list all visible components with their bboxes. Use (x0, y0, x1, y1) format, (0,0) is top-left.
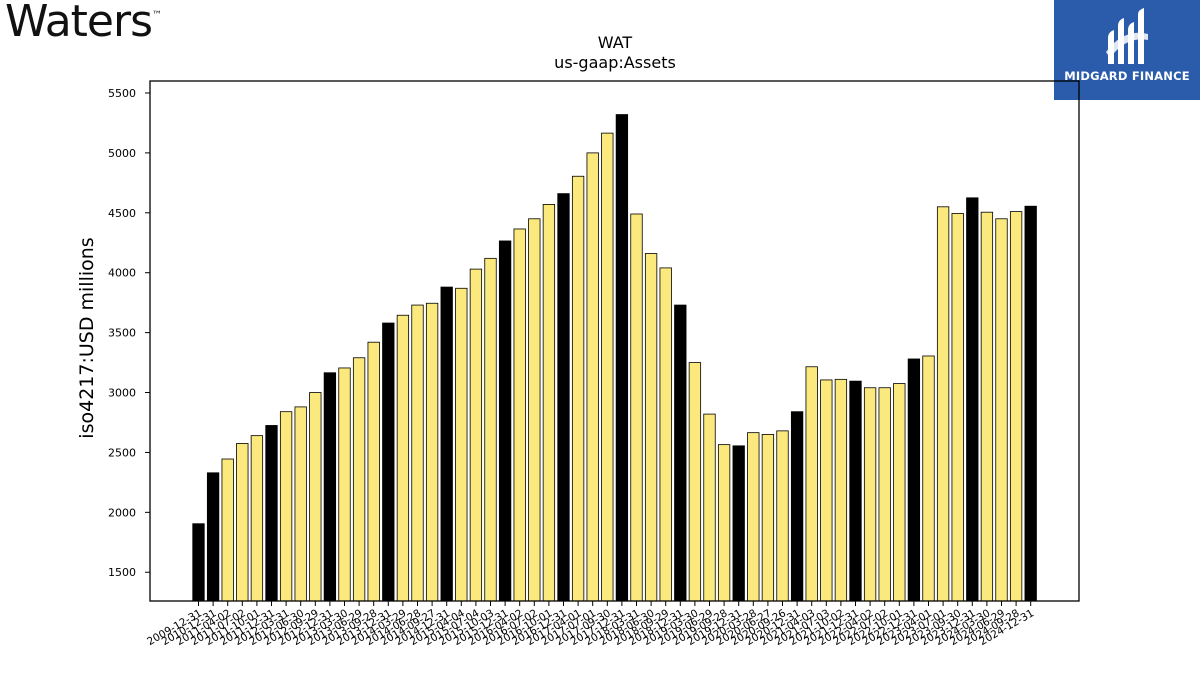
bar-2010-12-31 (206, 472, 220, 602)
bar-2023-07-01 (936, 206, 950, 602)
bar-2024-03-30 (980, 211, 994, 602)
chart-title: WAT (598, 33, 633, 52)
bar-2013-06-29 (352, 357, 366, 602)
bar-2020-06-27 (761, 434, 775, 602)
bar-2023-09-30 (951, 212, 964, 602)
bar-2021-10-02 (834, 378, 848, 602)
bar-2017-04-01 (571, 175, 585, 602)
bar-2014-12-31 (440, 286, 453, 602)
bar-2015-04-04 (455, 287, 468, 602)
bar-2011-10-01 (250, 435, 264, 602)
bar-2016-10-01 (542, 204, 556, 602)
bar-2023-12-31 (966, 197, 979, 602)
bar-2018-06-30 (644, 253, 658, 602)
bar-2014-03-29 (396, 314, 410, 602)
bar-2011-07-02 (236, 443, 249, 602)
midgard-m-logo-icon (1106, 8, 1148, 64)
bar-2012-12-31 (323, 372, 337, 602)
bar-2020-03-28 (747, 432, 760, 602)
bar-2018-03-31 (630, 213, 643, 602)
bar-2024-09-28 (1009, 211, 1023, 602)
bar-2011-04-02 (221, 458, 234, 602)
y-axis-label: iso4217:USD millions (76, 237, 98, 438)
bar-2011-12-31 (265, 425, 278, 602)
bar-2015-07-04 (469, 268, 483, 602)
bar-2012-09-29 (309, 392, 322, 602)
chart-subtitle: us-gaap:Assets (554, 53, 676, 72)
bar-2021-12-31 (849, 380, 862, 602)
bar-2012-03-31 (279, 411, 293, 602)
bar-2016-07-02 (528, 218, 541, 602)
bar-2022-10-01 (893, 383, 906, 602)
bar-2017-09-30 (601, 132, 614, 602)
bar-2020-12-31 (790, 411, 804, 602)
y-tick-label: 4000 (108, 267, 136, 280)
y-tick-label: 5500 (108, 87, 136, 100)
bar-2023-04-01 (922, 355, 935, 602)
bar-2018-12-31 (674, 304, 687, 602)
y-tick-label: 5000 (108, 147, 136, 160)
waters-logo-text: Waters (5, 0, 153, 47)
bar-2020-09-26 (776, 430, 789, 602)
midgard-finance-logo: MIDGARD FINANCE (1054, 0, 1200, 100)
trademark-mark: ™ (152, 10, 162, 21)
x-axis: 2009-12-312010-12-312011-04-022011-07-02… (145, 601, 1036, 648)
bar-2022-07-02 (878, 387, 891, 602)
bar-2019-03-30 (688, 362, 702, 602)
bar-2016-12-31 (557, 193, 570, 602)
bar-2014-09-27 (425, 302, 439, 602)
bar-2013-09-28 (367, 341, 380, 602)
y-tick-label: 2000 (108, 506, 136, 519)
y-tick-label: 1500 (108, 566, 136, 579)
bar-2013-03-30 (338, 367, 351, 602)
bar-series (192, 114, 1037, 602)
y-tick-label: 3500 (108, 327, 136, 340)
bar-2018-09-29 (659, 267, 672, 602)
bar-2015-10-03 (484, 257, 497, 602)
bar-2022-12-31 (907, 358, 921, 602)
y-tick-label: 3000 (108, 387, 136, 400)
bar-2021-04-03 (805, 366, 818, 602)
y-axis: 1500 2000 2500 3000 3500 4000 4500 5000 5500 (108, 87, 150, 579)
waters-logo: Waters™ (5, 0, 162, 47)
bar-2019-06-29 (703, 413, 716, 602)
plot-frame (149, 80, 1080, 602)
publisher-name: MIDGARD FINANCE (1064, 69, 1190, 83)
bar-2013-12-31 (382, 322, 395, 602)
bar-2017-07-01 (586, 152, 599, 602)
y-tick-label: 2500 (108, 446, 136, 459)
bar-2024-06-29 (995, 218, 1008, 602)
bar-2022-04-02 (863, 387, 877, 602)
y-tick-label: 4500 (108, 207, 136, 220)
bar-2024-12-31 (1024, 205, 1037, 602)
bar-2015-12-31 (498, 240, 512, 602)
bar-2019-09-28 (717, 444, 731, 602)
bar-2012-06-30 (294, 406, 307, 602)
bar-2021-07-03 (820, 379, 833, 602)
bar-2016-04-02 (513, 228, 526, 602)
bar-2014-06-28 (411, 304, 424, 602)
bar-2009-12-31 (192, 523, 205, 602)
bar-2019-12-31 (732, 445, 745, 602)
bar-2017-12-31 (615, 114, 629, 602)
